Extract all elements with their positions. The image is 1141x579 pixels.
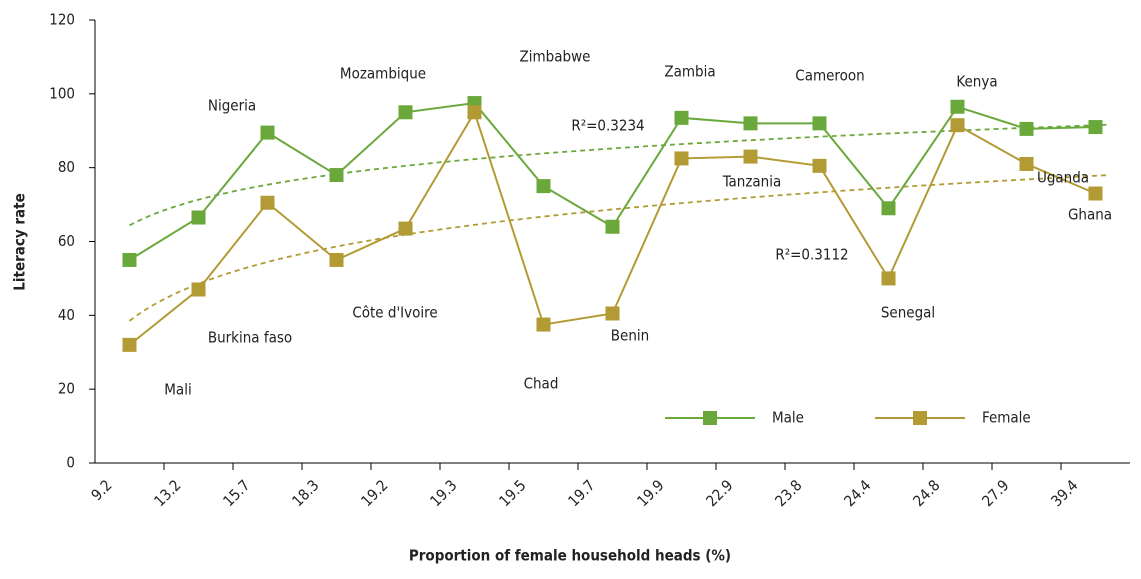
marker <box>122 337 137 352</box>
x-tick-label: 19.7 <box>565 476 599 510</box>
marker <box>950 118 965 133</box>
point-label: Mali <box>164 381 191 399</box>
marker <box>950 99 965 114</box>
point-label: Senegal <box>881 304 935 322</box>
trendline <box>129 123 1110 227</box>
marker <box>743 149 758 164</box>
trend-label: R²=0.3112 <box>775 246 848 264</box>
x-tick-label: 9.2 <box>88 476 116 504</box>
marker <box>536 179 551 194</box>
x-tick-label: 19.2 <box>358 476 392 510</box>
x-tick-label: 23.8 <box>772 476 806 510</box>
x-tick-label: 39.4 <box>1048 476 1082 510</box>
legend-label: Male <box>772 409 804 427</box>
marker <box>122 252 137 267</box>
x-axis-label: Proportion of female household heads (%) <box>409 547 731 565</box>
legend-label: Female <box>982 409 1031 427</box>
point-label: Nigeria <box>208 97 256 115</box>
y-tick-label: 60 <box>58 232 75 250</box>
point-label: Tanzania <box>722 173 782 191</box>
x-tick-label: 19.5 <box>496 476 530 510</box>
marker <box>536 317 551 332</box>
marker <box>398 221 413 236</box>
marker <box>191 210 206 225</box>
marker <box>1019 121 1034 136</box>
point-label: Chad <box>524 375 559 393</box>
legend-marker <box>913 411 927 425</box>
point-label: Zimbabwe <box>520 48 591 66</box>
point-label: Zambia <box>664 63 715 81</box>
marker <box>743 116 758 131</box>
point-label: Mozambique <box>340 65 426 83</box>
legend-marker <box>703 411 717 425</box>
marker <box>812 158 827 173</box>
y-axis-label: Literacy rate <box>11 193 29 290</box>
point-label: Ghana <box>1068 206 1112 224</box>
marker <box>260 125 275 140</box>
y-tick-label: 20 <box>58 380 75 398</box>
marker <box>605 219 620 234</box>
marker <box>1019 156 1034 171</box>
x-tick-label: 19.3 <box>427 476 461 510</box>
marker <box>1088 186 1103 201</box>
x-tick-label: 24.4 <box>841 476 875 510</box>
marker <box>674 110 689 125</box>
marker <box>881 201 896 216</box>
y-tick-label: 40 <box>58 306 75 324</box>
x-tick-label: 22.9 <box>703 476 737 510</box>
x-tick-label: 27.9 <box>979 476 1013 510</box>
marker <box>674 151 689 166</box>
marker <box>812 116 827 131</box>
x-tick-label: 18.3 <box>289 476 323 510</box>
y-tick-label: 120 <box>49 11 75 29</box>
marker <box>881 271 896 286</box>
y-tick-label: 100 <box>49 84 75 102</box>
point-label: Burkina faso <box>208 329 292 347</box>
x-tick-label: 24.8 <box>910 476 944 510</box>
marker <box>605 306 620 321</box>
marker <box>398 105 413 120</box>
y-tick-label: 80 <box>58 158 75 176</box>
marker <box>260 195 275 210</box>
point-label: Cameroon <box>795 67 864 85</box>
y-tick-label: 0 <box>66 454 75 472</box>
marker <box>1088 120 1103 135</box>
point-label: Benin <box>611 327 649 345</box>
marker <box>191 282 206 297</box>
x-tick-label: 15.7 <box>220 476 254 510</box>
x-tick-label: 13.2 <box>151 476 185 510</box>
x-tick-label: 19.9 <box>634 476 668 510</box>
point-label: Côte d'Ivoire <box>352 304 437 322</box>
point-label: Uganda <box>1037 169 1089 187</box>
point-label: Kenya <box>956 73 997 91</box>
marker <box>467 105 482 120</box>
marker <box>329 252 344 267</box>
marker <box>329 168 344 183</box>
trend-label: R²=0.3234 <box>571 117 644 135</box>
trendline <box>128 174 1110 322</box>
